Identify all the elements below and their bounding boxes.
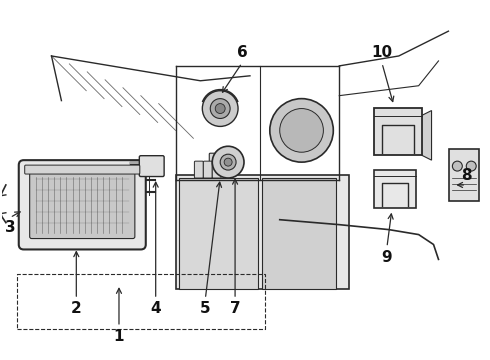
FancyBboxPatch shape xyxy=(209,153,225,173)
FancyBboxPatch shape xyxy=(212,161,221,178)
Text: 10: 10 xyxy=(371,45,392,60)
Text: 2: 2 xyxy=(71,301,82,316)
Text: 7: 7 xyxy=(230,301,241,316)
Text: 3: 3 xyxy=(4,220,15,235)
Circle shape xyxy=(452,161,462,171)
Text: 1: 1 xyxy=(114,329,124,344)
Bar xyxy=(262,178,336,289)
Text: 4: 4 xyxy=(150,301,161,316)
Text: 5: 5 xyxy=(200,301,211,316)
FancyBboxPatch shape xyxy=(24,165,140,174)
Circle shape xyxy=(270,99,333,162)
FancyBboxPatch shape xyxy=(30,171,135,239)
FancyBboxPatch shape xyxy=(449,149,479,201)
FancyBboxPatch shape xyxy=(139,156,164,176)
Text: 8: 8 xyxy=(461,167,471,183)
Circle shape xyxy=(466,161,476,171)
Circle shape xyxy=(224,158,232,166)
Circle shape xyxy=(202,91,238,126)
Circle shape xyxy=(210,99,230,118)
Circle shape xyxy=(280,109,323,152)
Circle shape xyxy=(212,146,244,178)
Bar xyxy=(17,274,265,329)
FancyBboxPatch shape xyxy=(203,161,212,178)
FancyBboxPatch shape xyxy=(195,161,203,178)
FancyBboxPatch shape xyxy=(374,108,421,155)
FancyBboxPatch shape xyxy=(19,160,146,249)
Text: 6: 6 xyxy=(237,45,247,60)
Circle shape xyxy=(215,104,225,113)
Polygon shape xyxy=(421,111,432,160)
Circle shape xyxy=(220,154,236,170)
FancyBboxPatch shape xyxy=(374,170,416,208)
Text: 9: 9 xyxy=(382,250,392,265)
Bar xyxy=(175,175,349,289)
Bar xyxy=(178,178,258,289)
